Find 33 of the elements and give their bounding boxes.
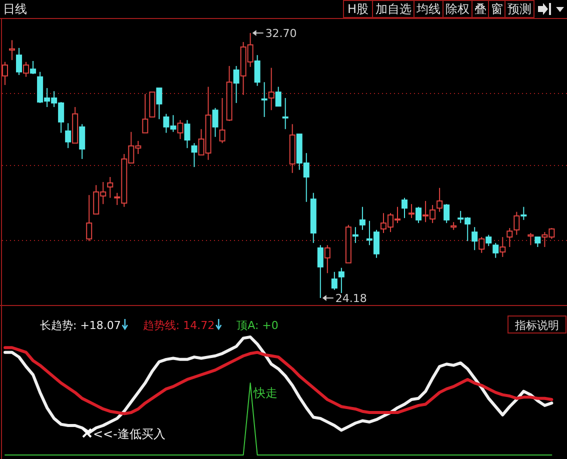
text: H股 [347,2,369,16]
candlestick [254,54,260,86]
text: 顶A: +0 [236,319,278,332]
candlestick [289,124,296,174]
text: 指标说明 [514,319,559,332]
text: 叠 [474,2,486,16]
candlestick [472,226,478,251]
text: 预测 [508,2,532,16]
candlestick [9,40,16,61]
text: 均线 [416,2,440,16]
text: 趋势线: 14.72 [142,319,215,332]
text: 长趋势: +18.07 [40,319,121,332]
text: 除权 [446,2,470,16]
candlestick [317,244,324,298]
candlestick [261,82,268,118]
chart-title: 日线 [3,2,27,16]
text: 加自选 [375,2,412,16]
annotation: 32.70 [265,27,297,40]
annotation: 快走 [252,386,278,400]
candlestick [79,124,86,160]
candlestick [268,67,274,111]
candlestick [352,226,358,244]
candlestick [359,206,366,230]
annotation: <<-逢低买入 [93,427,166,441]
candlestick [500,236,506,258]
text: 窗 [490,2,503,16]
candlestick [191,142,198,168]
annotation: 24.18 [335,292,367,305]
candlestick [450,222,457,230]
candlestick [324,244,330,274]
candlestick [436,187,443,212]
candlestick [107,176,114,198]
candlestick [282,98,288,130]
